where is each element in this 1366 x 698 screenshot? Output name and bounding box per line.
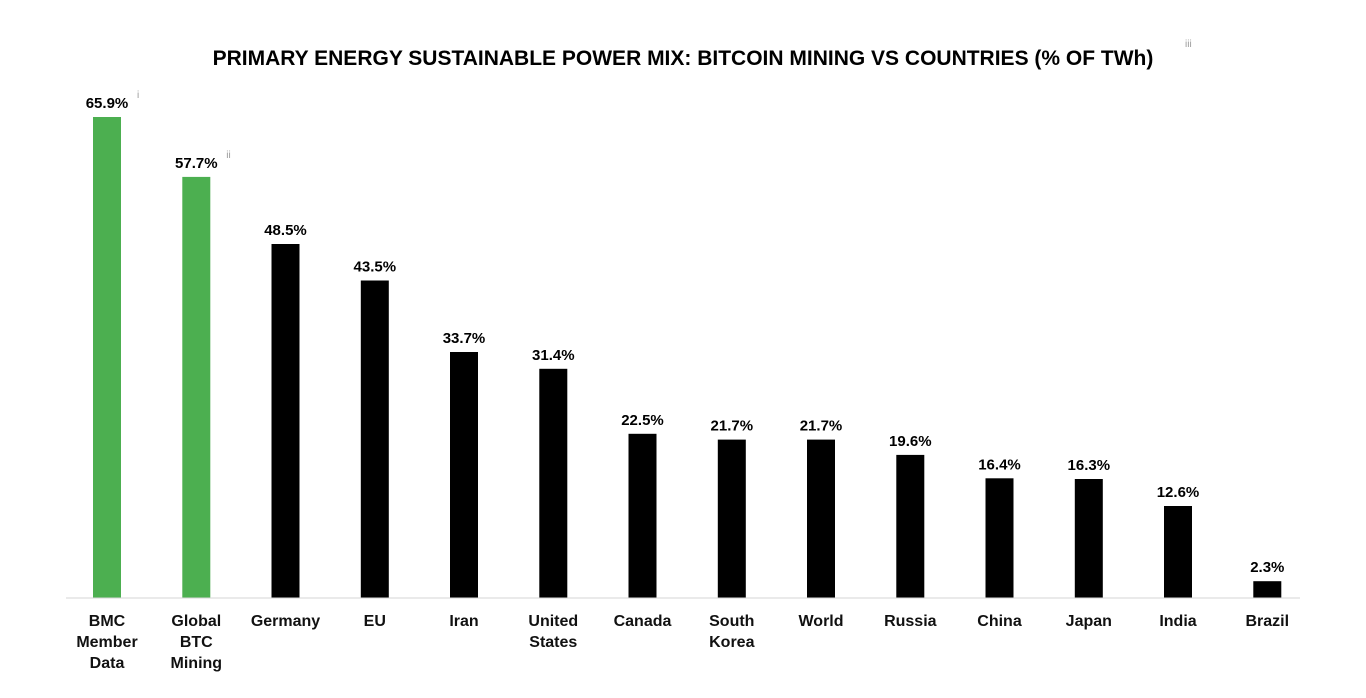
x-tick-label-line: EU [364,613,386,630]
x-tick-label: Japan [1066,613,1112,630]
bar-value-label: 22.5% [621,412,664,429]
x-tick-label-line: Member [76,634,137,651]
x-tick-label: Global BTC Mining [171,613,223,672]
x-tick-label-line: China [977,613,1022,630]
bar-value-label: 65.9% [86,95,129,112]
chart-title-footnote: iii [1185,39,1192,50]
bar [1164,506,1192,598]
x-tick-label: India [1159,613,1196,630]
x-tick-label-line: BTC [180,634,213,651]
value-labels-layer: 65.9% i 57.7% ii 48.5% 43.5% 33.7% 31.4% 22.5% 21… [86,90,1285,576]
bar [539,368,568,598]
bar [93,117,121,598]
x-tick-label: United States [528,613,578,651]
bar [182,176,211,598]
x-tick-label-line: BMC [89,613,126,630]
bar-value-label: 19.6% [889,433,932,450]
x-tick-label-line: India [1159,613,1196,630]
chart-title: PRIMARY ENERGY SUSTAINABLE POWER MIX: BI… [213,47,1154,70]
x-tick-label-line: Iran [449,613,478,630]
x-tick-label: EU [364,613,386,630]
bars-layer [93,117,1282,598]
x-tick-label-line: Japan [1066,613,1112,630]
bar-value-label: 16.4% [978,456,1021,473]
x-tick-label: China [977,613,1022,630]
x-tick-label-line: World [798,613,843,630]
bar-value-label: 2.3% [1250,559,1284,576]
bar [271,244,300,598]
bar-value-label: 31.4% [532,347,575,364]
x-tick-label: Canada [614,613,672,630]
bar [450,352,478,598]
bar [985,478,1014,598]
bar [896,454,925,598]
bar [1253,581,1282,598]
bar-value-label: 33.7% [443,330,486,347]
x-tick-label: Germany [251,613,320,630]
x-tick-label-line: States [529,634,577,651]
x-tick-label-line: Russia [884,613,937,630]
x-tick-labels-layer: BMC Member Data Global BTC Mining Germany EU Ira… [76,613,1289,672]
bar [360,280,389,598]
bar-value-label: 21.7% [711,418,754,435]
bar-value-label: 48.5% [264,222,307,239]
x-tick-label: Brazil [1246,613,1290,630]
bar [807,439,835,598]
x-tick-label-line: Germany [251,613,320,630]
bar [628,433,657,598]
bar-value-label: 21.7% [800,418,843,435]
x-tick-label-line: South [709,613,754,630]
x-tick-label: Russia [884,613,937,630]
x-tick-label-line: Mining [171,655,223,672]
bar-value-label: 16.3% [1068,457,1111,474]
x-tick-label-line: Korea [709,634,754,651]
x-tick-label-line: Data [90,655,125,672]
bar-value-label: 43.5% [354,259,397,276]
bar [717,439,746,598]
bar-value-footnote: ii [226,150,230,161]
x-tick-label: Iran [449,613,478,630]
x-tick-label-line: Canada [614,613,672,630]
x-tick-label-line: United [528,613,578,630]
x-tick-label: BMC Member Data [76,613,137,672]
bar-value-footnote: i [137,90,139,101]
bar-value-label: 57.7% [175,155,218,172]
x-tick-label: World [798,613,843,630]
x-tick-label-line: Brazil [1246,613,1290,630]
bar-value-label: 12.6% [1157,484,1200,501]
x-tick-label-line: Global [171,613,221,630]
x-tick-label: South Korea [709,613,754,651]
bar [1074,479,1103,598]
